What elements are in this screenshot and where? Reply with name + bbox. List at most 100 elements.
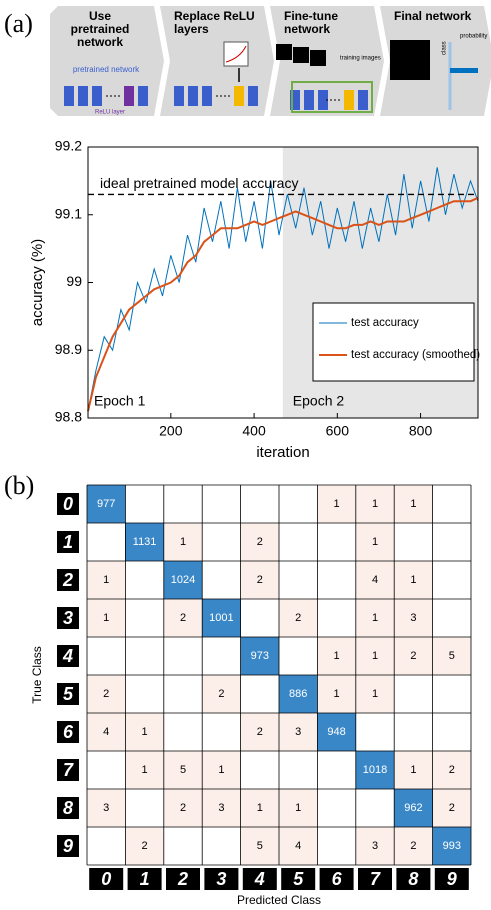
cell-value: 2 — [180, 802, 186, 814]
cell-value: 3 — [103, 802, 109, 814]
matrix-cell — [279, 599, 318, 637]
matrix-cell — [317, 675, 356, 713]
y-category-label: 2 — [62, 570, 73, 590]
digit-box — [57, 569, 79, 591]
x-axis-label: Predicted Class — [237, 893, 321, 907]
matrix-cell — [125, 523, 164, 561]
digit-box — [319, 868, 354, 890]
cell-value: 3 — [372, 840, 378, 852]
layer-block — [202, 86, 212, 106]
matrix-cell — [240, 789, 279, 827]
digit-box — [434, 868, 469, 890]
cell-value: 2 — [295, 612, 301, 624]
layer-block — [318, 90, 328, 110]
digit-box — [396, 868, 431, 890]
cell-value: 2 — [257, 574, 263, 586]
layer-block — [304, 90, 314, 110]
x-category-label: 4 — [254, 869, 265, 889]
matrix-cell — [87, 789, 126, 827]
prob-bar — [450, 68, 478, 73]
cell-value: 2 — [257, 536, 263, 548]
cell-value: 1 — [372, 498, 378, 510]
y-category-label: 6 — [63, 722, 74, 742]
cell-value: 1 — [295, 802, 301, 814]
cell-value: 948 — [327, 726, 345, 738]
matrix-cell — [87, 485, 126, 523]
data-line — [87, 167, 479, 412]
digit-box — [89, 868, 124, 890]
cell-value: 1 — [257, 802, 263, 814]
matrix-cell — [202, 751, 241, 789]
matrix-cell — [240, 827, 279, 865]
matrix-cell — [279, 789, 318, 827]
cell-value: 1 — [372, 536, 378, 548]
matrix-cell — [355, 523, 395, 561]
cell-value: 993 — [443, 840, 461, 852]
pipeline-step — [380, 6, 491, 116]
y-category-label: 8 — [63, 798, 73, 818]
cell-value: 2 — [410, 840, 416, 852]
digit-box — [358, 868, 392, 890]
cell-value: 1024 — [171, 574, 195, 586]
digit-box — [281, 868, 316, 890]
panel-label: (b) — [4, 471, 34, 500]
matrix-cell — [317, 637, 356, 675]
y-category-label: 7 — [63, 760, 74, 780]
matrix-cell — [163, 599, 203, 637]
cell-value: 1 — [334, 498, 340, 510]
cell-value: 1 — [372, 650, 378, 662]
cell-value: 1001 — [209, 612, 233, 624]
x-category-label: 3 — [216, 869, 226, 889]
digit-image — [276, 44, 292, 60]
pipeline-step — [270, 6, 384, 116]
matrix-cell — [125, 713, 164, 751]
matrix-cell — [355, 637, 395, 675]
x-category-label: 0 — [101, 869, 111, 889]
x-category-label: 6 — [332, 869, 343, 889]
matrix-cell — [279, 713, 318, 751]
matrix-cell — [355, 675, 395, 713]
digit-image — [293, 47, 309, 63]
layer-block — [174, 86, 184, 106]
cell-value: 1 — [334, 688, 340, 700]
step-label: training images — [340, 56, 381, 62]
layer-block — [290, 90, 300, 110]
cell-value: 2 — [449, 764, 455, 776]
cell-value: 2 — [449, 802, 455, 814]
digit-box — [57, 683, 79, 705]
matrix-cell — [125, 827, 164, 865]
cell-value: 1 — [218, 764, 224, 776]
y-tick-label: 98.8 — [55, 409, 82, 425]
digit-box — [127, 868, 162, 890]
y-tick-label: 99.2 — [55, 138, 82, 154]
legend-box — [312, 302, 475, 382]
matrix-cell — [394, 599, 433, 637]
digit-box — [57, 797, 79, 819]
cell-value: 2 — [103, 688, 109, 700]
matrix-cell — [125, 751, 164, 789]
step-title: Final network — [394, 9, 472, 23]
cell-value: 1 — [410, 498, 416, 510]
cell-value: 1 — [334, 650, 340, 662]
cell-value: 4 — [372, 574, 378, 586]
matrix-cell — [163, 561, 203, 599]
matrix-cell — [163, 523, 203, 561]
layer-block — [78, 86, 88, 106]
cell-value: 1 — [103, 612, 109, 624]
y-category-label: 1 — [63, 532, 73, 552]
x-tick-label: 600 — [326, 423, 350, 439]
matrix-cell — [355, 827, 395, 865]
layer-block — [358, 90, 368, 110]
cell-value: 4 — [103, 726, 109, 738]
matrix-cell — [87, 713, 126, 751]
cell-value: 5 — [180, 764, 186, 776]
annotation: Epoch 1 — [94, 393, 146, 409]
step-label: probability — [460, 34, 487, 40]
matrix-cell — [432, 827, 471, 865]
data-line — [87, 196, 479, 412]
y-axis-label: True Class — [30, 646, 44, 704]
x-category-label: 9 — [447, 869, 457, 889]
digit-image — [310, 50, 326, 66]
